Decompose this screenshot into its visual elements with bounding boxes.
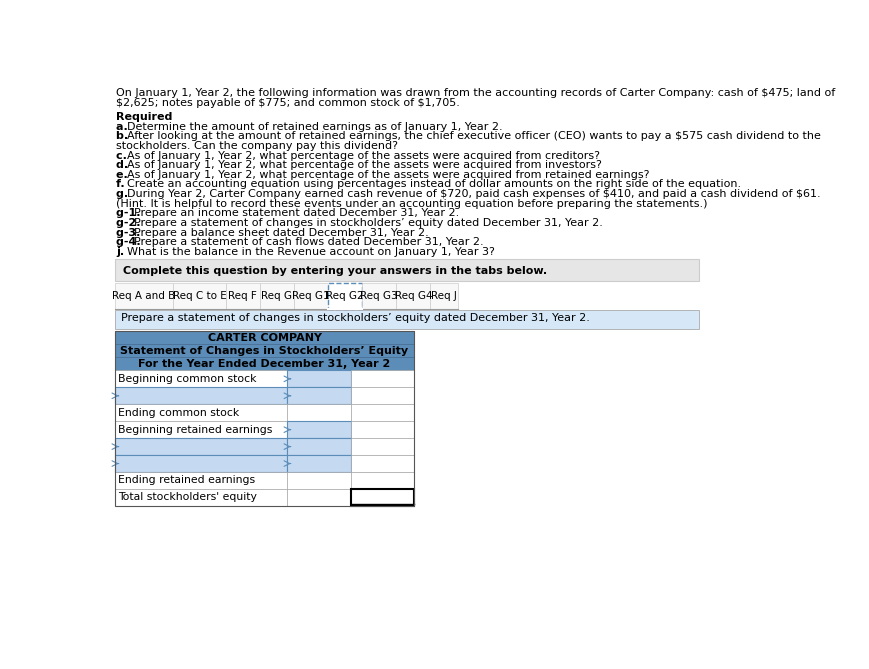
Bar [350, 387, 414, 404]
Text: stockholders. Can the company pay this dividend?: stockholders. Can the company pay this d… [116, 141, 398, 151]
Text: Beginning retained earnings: Beginning retained earnings [118, 425, 272, 435]
Text: Req A and B: Req A and B [112, 291, 176, 300]
Bar [115, 282, 173, 309]
Text: g.: g. [116, 189, 132, 199]
Text: On January 1, Year 2, the following information was drawn from the accounting re: On January 1, Year 2, the following info… [116, 88, 835, 98]
Text: g-3.: g-3. [116, 227, 144, 237]
Text: Req J: Req J [431, 291, 457, 300]
Text: As of January 1, Year 2, what percentage of the assets were acquired from invest: As of January 1, Year 2, what percentage… [127, 160, 601, 170]
Text: Prepare an income statement dated December 31, Year 2.: Prepare an income statement dated Decemb… [134, 208, 459, 218]
Bar [350, 404, 414, 421]
Bar [287, 455, 350, 472]
Text: e.: e. [116, 170, 132, 180]
Text: What is the balance in the Revenue account on January 1, Year 3?: What is the balance in the Revenue accou… [127, 247, 494, 257]
Text: Required: Required [116, 112, 173, 122]
Text: Create an accounting equation using percentages instead of dollar amounts on the: Create an accounting equation using perc… [127, 179, 740, 189]
Text: j.: j. [116, 247, 129, 257]
Bar [350, 455, 414, 472]
Bar [115, 455, 287, 472]
Bar [115, 489, 287, 506]
Text: Statement of Changes in Stockholders’ Equity: Statement of Changes in Stockholders’ Eq… [120, 346, 408, 356]
Bar [350, 371, 414, 387]
Bar [115, 472, 287, 489]
Text: $2,625; notes payable of $775; and common stock of $1,705.: $2,625; notes payable of $775; and commo… [116, 98, 460, 108]
Text: Prepare a statement of cash flows dated December 31, Year 2.: Prepare a statement of cash flows dated … [134, 237, 483, 247]
Text: Ending common stock: Ending common stock [118, 407, 239, 417]
Text: Total stockholders' equity: Total stockholders' equity [118, 492, 256, 502]
Bar [350, 438, 414, 455]
Text: (Hint. It is helpful to record these events under an accounting equation before : (Hint. It is helpful to record these eve… [116, 199, 707, 209]
Text: g-2.: g-2. [116, 218, 145, 228]
Bar [350, 472, 414, 489]
Bar [430, 282, 458, 309]
Bar [350, 421, 414, 438]
Text: For the Year Ended December 31, Year 2: For the Year Ended December 31, Year 2 [138, 359, 390, 369]
Text: As of January 1, Year 2, what percentage of the assets were acquired from retain: As of January 1, Year 2, what percentage… [127, 170, 649, 180]
Bar [395, 282, 430, 309]
Text: After looking at the amount of retained earnings, the chief executive officer (C: After looking at the amount of retained … [127, 131, 819, 141]
Text: b.: b. [116, 131, 132, 141]
Bar [362, 282, 395, 309]
Text: During Year 2, Carter Company earned cash revenue of $720, paid cash expenses of: During Year 2, Carter Company earned cas… [127, 189, 819, 199]
Text: Determine the amount of retained earnings as of January 1, Year 2.: Determine the amount of retained earning… [127, 122, 502, 132]
Bar [115, 438, 287, 455]
Text: As of January 1, Year 2, what percentage of the assets were acquired from credit: As of January 1, Year 2, what percentage… [127, 151, 600, 161]
Bar [287, 387, 350, 404]
Bar [287, 438, 350, 455]
Bar [115, 404, 287, 421]
Bar [287, 371, 350, 387]
Bar [115, 260, 699, 281]
Bar [115, 331, 414, 506]
Text: Req C to E: Req C to E [172, 291, 226, 300]
Bar [287, 472, 350, 489]
Bar [287, 489, 350, 506]
Bar [115, 421, 287, 438]
Text: a.: a. [116, 122, 132, 132]
Bar [115, 331, 414, 344]
Text: CARTER COMPANY: CARTER COMPANY [208, 332, 322, 343]
Bar [115, 387, 287, 404]
Bar [287, 404, 350, 421]
Text: f.: f. [116, 179, 129, 189]
Text: Prepare a statement of changes in stockholders’ equity dated December 31, Year 2: Prepare a statement of changes in stockh… [121, 313, 589, 323]
Text: Complete this question by entering your answers in the tabs below.: Complete this question by entering your … [123, 266, 547, 276]
Text: g-1.: g-1. [116, 208, 145, 218]
Text: Prepare a statement of changes in stockholders’ equity dated December 31, Year 2: Prepare a statement of changes in stockh… [134, 218, 602, 228]
Bar [328, 282, 362, 309]
Text: d.: d. [116, 160, 132, 170]
Bar [115, 310, 699, 328]
Text: Beginning common stock: Beginning common stock [118, 374, 256, 384]
Text: Req G: Req G [261, 291, 292, 300]
Bar [115, 371, 287, 387]
Bar [173, 282, 226, 309]
Bar [260, 282, 294, 309]
Text: Req G2: Req G2 [326, 291, 363, 300]
Bar [226, 282, 260, 309]
Text: Prepare a balance sheet dated December 31, Year 2.: Prepare a balance sheet dated December 3… [134, 227, 428, 237]
Text: c.: c. [116, 151, 131, 161]
Bar [115, 344, 414, 357]
Text: Req G3: Req G3 [360, 291, 398, 300]
Text: g-4.: g-4. [116, 237, 145, 247]
Bar [287, 421, 350, 438]
Text: Ending retained earnings: Ending retained earnings [118, 476, 255, 486]
Bar [350, 489, 414, 506]
Text: Req G1: Req G1 [292, 291, 329, 300]
Text: Req F: Req F [229, 291, 257, 300]
Bar [294, 282, 328, 309]
Bar [115, 357, 414, 371]
Text: Req G4: Req G4 [394, 291, 432, 300]
